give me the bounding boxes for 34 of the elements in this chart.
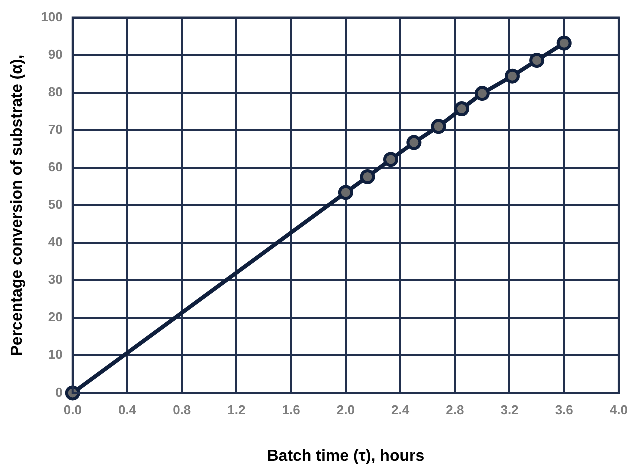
y-tick-label: 10 [48, 347, 63, 362]
x-tick-label: 1.2 [228, 402, 246, 418]
x-axis-title: Batch time (τ), hours [267, 448, 425, 465]
x-tick-label: 2.0 [336, 402, 355, 418]
y-tick-label: 0 [56, 384, 63, 400]
y-axis-title: Percentage conversion of substrate (α), [9, 54, 26, 356]
x-tick-label: 3.2 [500, 402, 519, 418]
x-tick-label: 2.8 [446, 402, 464, 418]
x-tick-label: 2.4 [391, 402, 410, 418]
point [474, 86, 490, 102]
y-tick-label: 30 [48, 272, 63, 288]
point [556, 36, 572, 51]
point [406, 135, 422, 150]
x-tick-label: 0.8 [173, 402, 192, 418]
point [454, 102, 470, 117]
y-tick-label: 80 [48, 84, 63, 100]
x-tick-label: 3.6 [555, 402, 574, 418]
point [431, 119, 446, 134]
x-tick-label: 1.6 [282, 402, 300, 418]
y-tick-label: 50 [48, 197, 63, 212]
y-tick-label: 40 [48, 234, 63, 250]
x-tick-label: 0.4 [118, 402, 138, 418]
x-tick-label: 4.0 [610, 402, 628, 418]
point [360, 169, 376, 184]
point [504, 68, 520, 84]
point [383, 152, 398, 168]
point [338, 185, 354, 200]
y-tick-label: 100 [41, 9, 63, 24]
y-tick-label: 60 [48, 160, 63, 175]
y-tick-label: 90 [48, 46, 63, 62]
y-tick-label: 70 [48, 122, 63, 137]
y-tick-label: 20 [48, 310, 63, 325]
x-tick-label: 0.0 [64, 402, 82, 418]
point [530, 53, 545, 68]
